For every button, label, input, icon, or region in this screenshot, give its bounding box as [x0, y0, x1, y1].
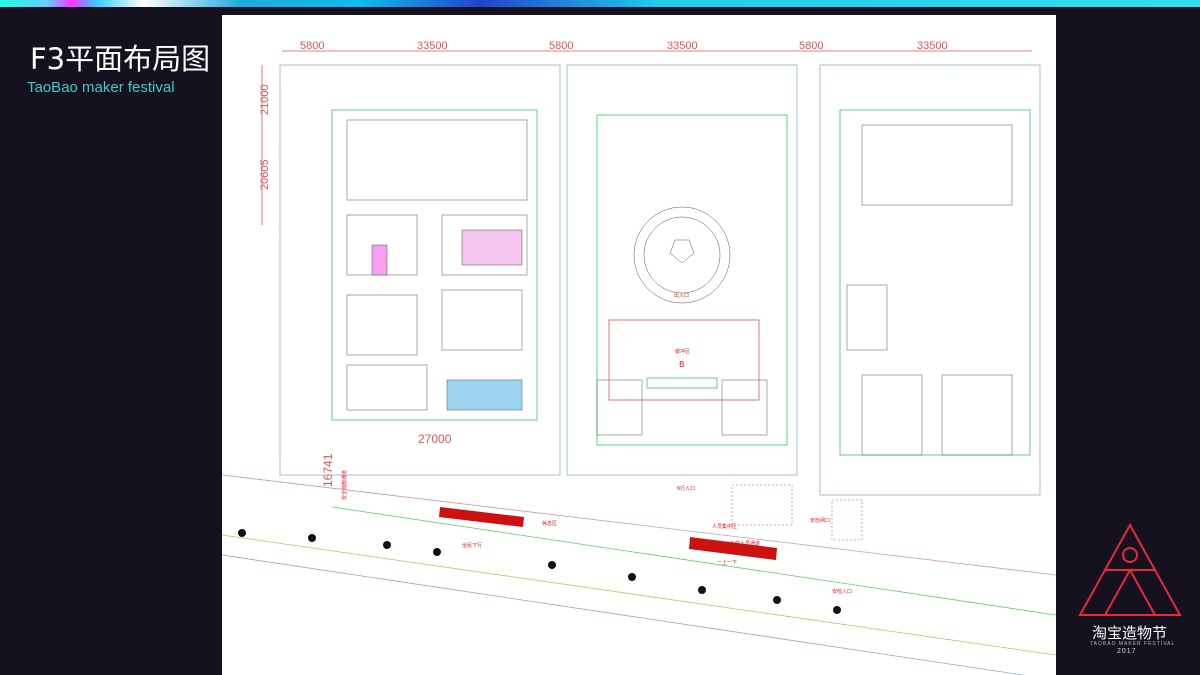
dim-top-1: 5800	[300, 40, 324, 52]
label-crowd-area: 人员集中区	[712, 523, 737, 530]
label-security-entrance: 安检入口	[832, 588, 852, 595]
label-up-down: 一上一下	[717, 559, 737, 566]
label-down-escalator: 全民下行	[462, 542, 482, 549]
dim-left-2: 20605	[259, 159, 271, 190]
label-buffer: 缓冲区	[675, 348, 690, 355]
label-entry: 6行入口	[677, 485, 695, 492]
dim-top-6: 33500	[917, 40, 948, 52]
label-evacuation: 安全疏散通道	[341, 470, 348, 500]
slide-subtitle: TaoBao maker festival	[27, 79, 175, 96]
dim-top-5: 5800	[799, 40, 823, 52]
label-rest: 休息区	[542, 520, 557, 527]
dim-top-3: 5800	[549, 40, 573, 52]
taobao-maker-festival-logo	[1078, 522, 1182, 616]
label-staff-passage: 工作人员通道	[730, 540, 760, 547]
label-entrance: 出入口	[674, 292, 689, 299]
floor-plan: 5800 33500 5800 33500 5800 33500 21000 2…	[222, 15, 1056, 675]
logo-chinese-text: 淘宝造物节	[1092, 624, 1168, 642]
label-zone-b: B	[679, 360, 685, 369]
top-color-bar	[0, 0, 1200, 7]
escalator-right	[689, 537, 777, 560]
label-security-gate: 安检闸口	[810, 517, 830, 524]
dim-side: 16741	[321, 453, 335, 487]
dim-top-2: 33500	[417, 40, 448, 52]
logo-year: 2017	[1117, 648, 1137, 655]
floor-plan-drawing: 5800 33500 5800 33500 5800 33500 21000 2…	[222, 40, 1056, 675]
logo-english-text: TAOBAO MAKER FESTIVAL	[1090, 641, 1176, 647]
dim-left-1: 21000	[259, 84, 271, 115]
dim-bottom: 27000	[418, 432, 452, 446]
slide-title: F3平面布局图	[30, 42, 211, 76]
buffer-zone	[608, 319, 760, 401]
dim-top-4: 33500	[667, 40, 698, 52]
escalator-left	[439, 507, 524, 527]
